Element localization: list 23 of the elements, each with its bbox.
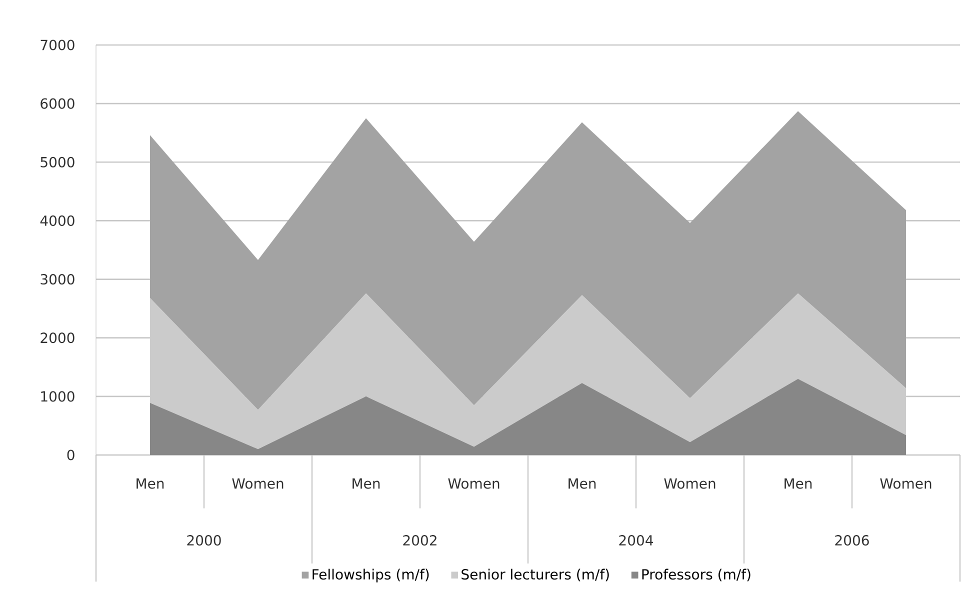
text: 2004: [619, 535, 654, 546]
x-tick-label: Women: [448, 478, 500, 489]
legend-label: Professors (m/f): [642, 568, 750, 582]
y-tick-label: 3000: [40, 274, 74, 285]
y-tick-label: 2000: [40, 332, 74, 344]
x-tick-label: Men: [568, 478, 596, 489]
text: 2006: [835, 535, 869, 546]
y-tick-label: 5000: [40, 156, 74, 168]
y-tick-label: 6000: [40, 98, 74, 109]
x-tick-label: Men: [784, 478, 812, 489]
y-tick-label: 4000: [40, 215, 74, 226]
y-tick-label: 1000: [41, 391, 74, 402]
x-tick-label: Women: [664, 478, 716, 489]
legend-label: Senior lecturers (m/f): [462, 568, 609, 582]
text: 2000: [187, 535, 221, 546]
x-tick-label: Women: [880, 478, 932, 489]
x-tick-label: Women: [232, 478, 284, 489]
y-tick-label: 7000: [40, 40, 74, 50]
x-tick-label: Men: [136, 478, 164, 489]
legend-label: Fellowships (m/f): [312, 568, 429, 582]
y-tick-label: 0: [67, 450, 74, 460]
x-tick-label: Men: [352, 478, 380, 489]
text: 2002: [403, 535, 436, 546]
